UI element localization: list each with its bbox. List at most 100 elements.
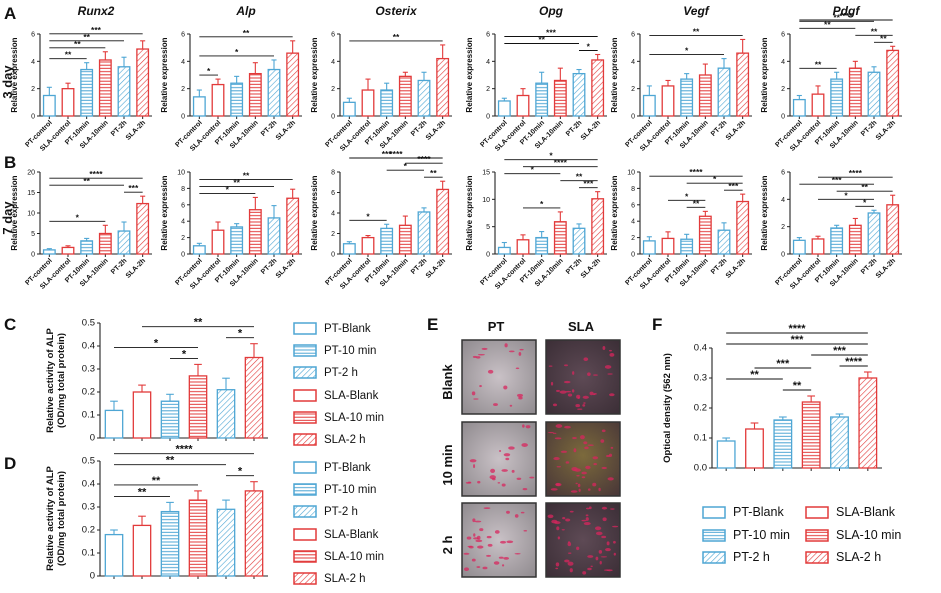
y-tick-label: 2 xyxy=(631,86,635,93)
y-tick-label: 2 xyxy=(31,86,35,93)
stain-spot xyxy=(587,555,594,558)
bar xyxy=(98,232,112,255)
significance-label: ** xyxy=(824,19,831,29)
stain-spot xyxy=(568,552,572,554)
stain-spot xyxy=(554,437,562,440)
stain-spot xyxy=(466,536,472,540)
stain-spot xyxy=(471,558,476,562)
chart-title: Opg xyxy=(539,4,564,18)
stain-spot xyxy=(499,450,502,452)
legend-label: SLA-10 min xyxy=(836,528,901,542)
legend-swatch xyxy=(293,433,317,446)
y-axis-title-line: Relative expression xyxy=(465,37,474,112)
significance-label: **** xyxy=(89,169,103,179)
y-tick-label: 4 xyxy=(486,59,490,66)
stain-spot xyxy=(608,349,612,352)
legend-swatch xyxy=(293,322,317,335)
bar xyxy=(792,98,806,117)
significance-label: *** xyxy=(728,181,739,191)
y-tick-label: 10 xyxy=(482,197,490,204)
legend-label: PT-Blank xyxy=(324,323,371,335)
stain-spot xyxy=(577,396,580,400)
stain-spot xyxy=(571,389,575,393)
significance-label: * xyxy=(226,184,230,194)
bar xyxy=(553,79,567,117)
stain-spot xyxy=(609,353,615,357)
legend-swatch xyxy=(293,550,317,563)
significance-label: *** xyxy=(583,179,594,189)
stain-col-label-pt: PT xyxy=(488,319,505,334)
significance-label: ** xyxy=(233,177,240,187)
stain-spot xyxy=(547,431,554,434)
panel-label-f: F xyxy=(652,315,662,334)
bar xyxy=(286,197,300,255)
y-tick-label: 5 xyxy=(31,231,35,238)
stain-spot xyxy=(613,552,616,556)
panel-label-b: B xyxy=(4,153,16,172)
y-axis-title-line: Relative expression xyxy=(10,37,19,112)
significance-label: ** xyxy=(83,32,90,42)
stain-spot xyxy=(476,566,481,568)
significance-label: * xyxy=(685,191,689,201)
significance-label: * xyxy=(713,174,717,184)
stain-spot xyxy=(487,543,493,547)
bar xyxy=(244,490,264,577)
stain-spot xyxy=(552,403,558,407)
significance-label: *** xyxy=(833,345,847,357)
x-tick-label: SLA-2h xyxy=(425,119,447,141)
bar xyxy=(361,89,375,117)
bar xyxy=(830,78,844,117)
y-axis-title-line: Optical density (562 nm) xyxy=(662,353,673,463)
significance-label: * xyxy=(366,211,370,221)
stain-spot xyxy=(560,450,568,453)
significance-label: ** xyxy=(750,369,759,381)
stain-spot xyxy=(599,560,602,565)
stain-spot xyxy=(519,348,524,351)
legend-swatch xyxy=(293,505,317,518)
y-axis-title: Relative activity of ALP(OD/mg total pro… xyxy=(45,465,67,570)
stain-spot xyxy=(522,424,525,428)
bar xyxy=(267,68,281,117)
stain-spot xyxy=(564,559,570,563)
stain-spot xyxy=(607,373,613,375)
bar xyxy=(42,94,56,117)
significance-label: ** xyxy=(871,26,878,36)
bar xyxy=(244,356,264,439)
bar xyxy=(811,93,825,117)
y-axis-title: Relative expression xyxy=(610,175,619,250)
stain-spot xyxy=(481,347,488,350)
stain-spot xyxy=(559,390,567,394)
significance-label: * xyxy=(238,466,243,478)
y-tick-label: 15 xyxy=(482,170,490,177)
stain-image-pt-2-h xyxy=(461,502,537,578)
legend-label: SLA-Blank xyxy=(324,529,379,541)
x-tick-label: SLA-2h xyxy=(275,257,297,279)
y-tick-label: 0 xyxy=(331,114,335,121)
stain-spot xyxy=(601,535,607,539)
bar xyxy=(591,59,605,117)
stain-spot xyxy=(497,482,501,484)
bar xyxy=(398,75,412,117)
legend-label: PT-10 min xyxy=(324,484,376,496)
significance-label: * xyxy=(238,328,243,340)
y-tick-label: 0.4 xyxy=(82,341,95,352)
y-axis-title-line: Relative expression xyxy=(160,175,169,250)
bar xyxy=(717,229,731,255)
significance-label: * xyxy=(76,212,80,222)
stain-spot xyxy=(501,564,505,567)
significance-label: ** xyxy=(693,26,700,36)
bar xyxy=(398,224,412,255)
stain-spot xyxy=(570,490,578,493)
stain-spot xyxy=(575,482,578,485)
stain-spot xyxy=(523,529,528,532)
stain-spot xyxy=(477,545,484,549)
y-tick-label: 0.2 xyxy=(694,403,707,414)
significance-label: **** xyxy=(554,158,568,168)
stain-spot xyxy=(489,475,496,480)
stain-spot xyxy=(593,462,597,466)
stain-spot xyxy=(505,457,510,461)
legend-label: SLA-10 min xyxy=(324,412,384,424)
significance-label: **** xyxy=(849,168,863,178)
